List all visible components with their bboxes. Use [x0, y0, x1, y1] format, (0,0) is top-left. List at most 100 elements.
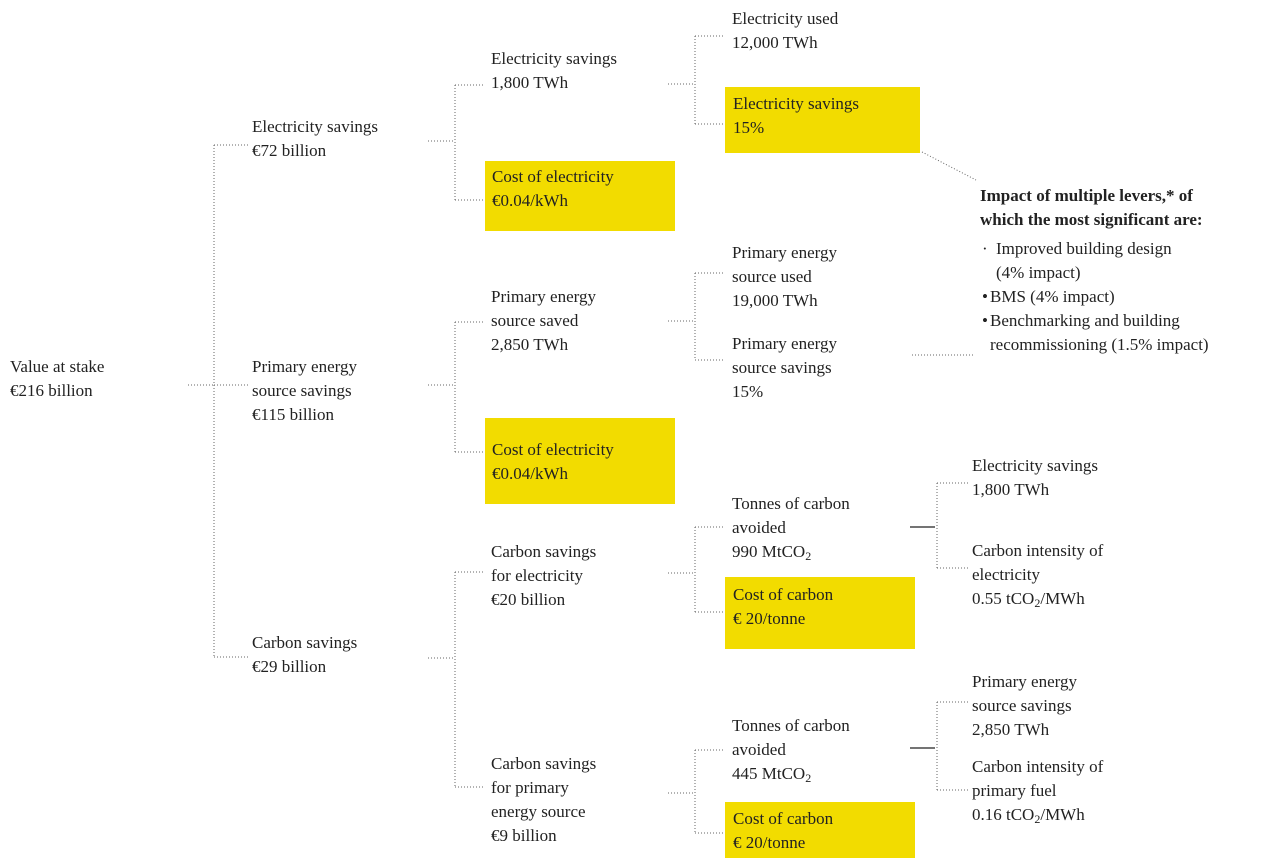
subscript: 2 [1034, 812, 1040, 826]
label-line: 0.55 tCO2/MWh [972, 589, 1085, 610]
label-line: primary fuel [972, 781, 1057, 800]
label-line: Electricity savings [733, 94, 859, 113]
highlight-box [485, 161, 675, 231]
node: Electricity used 12,000 TWh [732, 9, 839, 52]
bullet-mark: • [982, 311, 988, 330]
label-line: Tonnes of carbon [732, 494, 850, 513]
label-line: Carbon savings [491, 754, 596, 773]
label-rest: /MWh [1040, 589, 1085, 608]
label-line: energy source [491, 802, 586, 821]
label-line: which the most significant are: [980, 210, 1203, 229]
node: Cost of electricity €0.04/kWh [485, 418, 675, 504]
label-main: 0.16 tCO [972, 805, 1034, 824]
label-line: 2,850 TWh [491, 335, 569, 354]
connector [936, 701, 968, 791]
connector [188, 144, 248, 658]
label-line: Cost of carbon [733, 585, 834, 604]
node: Electricity savings €72 billion [252, 117, 378, 160]
highlight-box [725, 802, 915, 858]
label-line: € 20/tonne [733, 609, 805, 628]
highlight-box [485, 418, 675, 504]
label-line: Electricity used [732, 9, 839, 28]
label-line: €20 billion [491, 590, 566, 609]
node: Electricity savings 15% [725, 87, 920, 153]
highlight-box [725, 577, 915, 649]
label-main: 445 MtCO [732, 764, 805, 783]
label-line: 15% [732, 382, 763, 401]
node: Primary energy source savings €115 billion [252, 357, 357, 424]
label-line: €9 billion [491, 826, 557, 845]
label-main: 990 MtCO [732, 542, 805, 561]
node: Primary energy source used 19,000 TWh [732, 243, 837, 310]
node: Electricity savings 1,800 TWh [491, 49, 617, 92]
label-line: for primary [491, 778, 569, 797]
label-line: recommissioning (1.5% impact) [990, 335, 1209, 354]
label-line: electricity [972, 565, 1040, 584]
label-line: 990 MtCO2 [732, 542, 811, 563]
connector [428, 571, 485, 788]
highlight-box [725, 87, 920, 153]
label-line: 0.16 tCO2/MWh [972, 805, 1085, 826]
label-line: Primary energy [972, 672, 1077, 691]
callout-pointer [921, 151, 977, 181]
node: Electricity savings 1,800 TWh [972, 456, 1098, 499]
node: Primary energy source savings 2,850 TWh [972, 672, 1077, 739]
label-line: €0.04/kWh [492, 191, 569, 210]
label-line: €72 billion [252, 141, 327, 160]
label-line: €115 billion [252, 405, 335, 424]
label-line: Carbon intensity of [972, 757, 1104, 776]
label-line: Primary energy [732, 243, 837, 262]
connectors [188, 35, 977, 834]
subscript: 2 [805, 771, 811, 785]
label-line: Carbon savings [491, 542, 596, 561]
label-line: Primary energy [491, 287, 596, 306]
label-line: Primary energy [252, 357, 357, 376]
node: Primary energy source saved 2,850 TWh [491, 287, 596, 354]
label-line: Primary energy [732, 334, 837, 353]
node: Carbon savings €29 billion [252, 633, 357, 676]
label-line: €29 billion [252, 657, 327, 676]
connector [668, 749, 725, 834]
label-line: 19,000 TWh [732, 291, 818, 310]
label-line: Cost of carbon [733, 809, 834, 828]
label-line: €0.04/kWh [492, 464, 569, 483]
label-line: 2,850 TWh [972, 720, 1050, 739]
label-line: Value at stake [10, 357, 104, 376]
subscript: 2 [1034, 596, 1040, 610]
node: Carbon intensity of primary fuel 0.16 tCO2… [972, 757, 1104, 826]
connector [668, 35, 725, 125]
connector [428, 321, 485, 453]
label-rest: /MWh [1040, 805, 1085, 824]
connector [428, 84, 485, 201]
label-line: Electricity savings [252, 117, 378, 136]
label-line: source savings [732, 358, 832, 377]
node: Cost of carbon € 20/tonne [725, 577, 915, 649]
node: Tonnes of carbon avoided 445 MtCO2 [732, 716, 850, 785]
node: Cost of carbon € 20/tonne [725, 802, 915, 858]
label-line: source savings [252, 381, 352, 400]
label-line: € 20/tonne [733, 833, 805, 852]
node: Carbon savings for primary energy source €9… [491, 754, 596, 845]
label-line: Electricity savings [972, 456, 1098, 475]
label-line: Cost of electricity [492, 167, 614, 186]
callout: Impact of multiple levers,* of which the … [980, 186, 1209, 354]
label-line: Electricity savings [491, 49, 617, 68]
node: Cost of electricity €0.04/kWh [485, 161, 675, 231]
label-line: 12,000 TWh [732, 33, 818, 52]
label-line: (4% impact) [996, 263, 1081, 282]
label-line: Impact of multiple levers,* of [980, 186, 1193, 205]
label-main: 0.55 tCO [972, 589, 1034, 608]
node: Primary energy source savings 15% [732, 334, 837, 401]
bullet-mark: · [982, 239, 988, 258]
label-line: for electricity [491, 566, 584, 585]
node: Tonnes of carbon avoided 990 MtCO2 [732, 494, 850, 563]
label-line: Carbon savings [252, 633, 357, 652]
label-line: Cost of electricity [492, 440, 614, 459]
connector [668, 272, 725, 361]
label-line: €216 billion [10, 381, 93, 400]
label-line: Carbon intensity of [972, 541, 1104, 560]
node: Value at stake €216 billion [10, 357, 104, 400]
label-line: 15% [733, 118, 764, 137]
label-line: 1,800 TWh [972, 480, 1050, 499]
